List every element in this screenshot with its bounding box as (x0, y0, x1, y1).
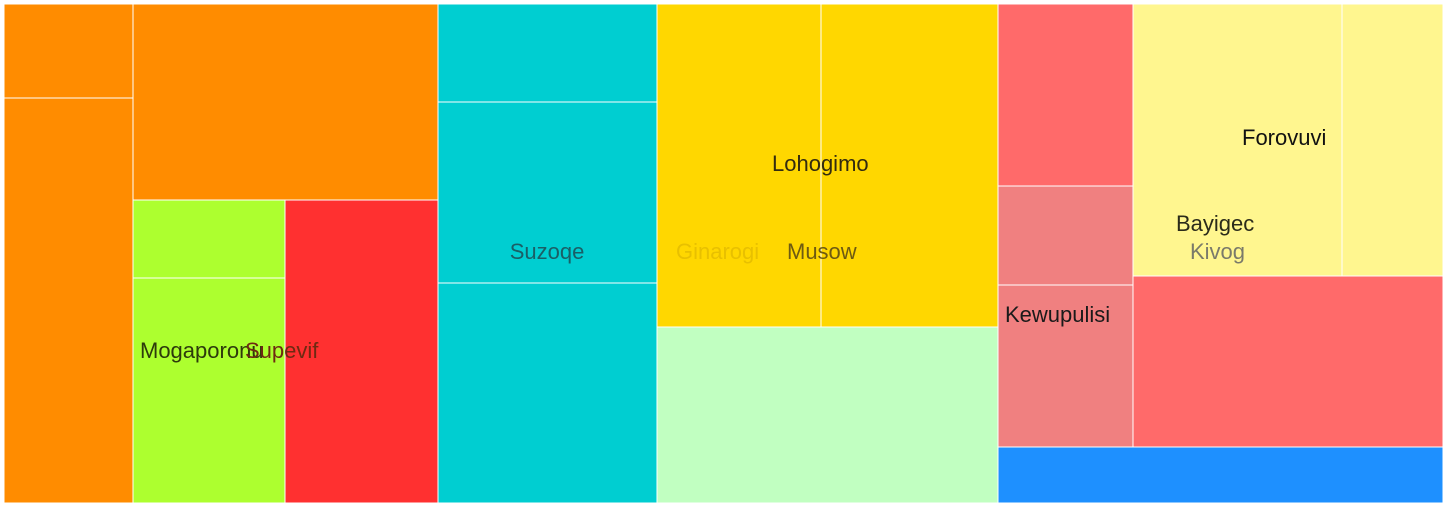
treemap-label-kivog: Kivog (1190, 239, 1245, 264)
treemap-label-lohogimo: Lohogimo (772, 151, 869, 176)
treemap-tile-orange-2 (132, 3, 439, 201)
treemap-label-musow: Musow (787, 239, 857, 264)
treemap-tile-orange-1 (3, 3, 134, 99)
treemap-tile-suzoqe-top (437, 3, 658, 103)
treemap-label-bayigec: Bayigec (1176, 211, 1254, 236)
treemap-tile-blue (997, 446, 1444, 504)
treemap-tile-supevif (284, 199, 439, 504)
treemap-tile-suzoqe (437, 282, 658, 504)
treemap-tile-kewupulisi-top (997, 185, 1134, 286)
treemap-label-ginarogi: Ginarogi (676, 239, 759, 264)
treemap-tile-lohogimo (656, 326, 999, 504)
treemap-label-suzoqe: Suzoqe (510, 239, 585, 264)
treemap-label-mogaporonu: Mogaporonu (140, 338, 264, 363)
treemap-tile-kewupulisi (997, 284, 1134, 448)
treemap-tile-suzoqe-mid (437, 101, 658, 284)
treemap-tile-ginarogi (656, 3, 822, 328)
treemap-tile-kivog (1132, 275, 1444, 448)
treemap-tile-forovuvi (1341, 3, 1444, 277)
treemap-tile-orange-3 (3, 97, 134, 504)
treemap-tile-mogaporonu (132, 277, 286, 504)
treemap-tile-bayigec (1132, 3, 1343, 277)
treemap-tile-red-1 (997, 3, 1134, 187)
treemap-tile-mogaporonu-top (132, 199, 286, 279)
treemap-label-supevif: Supevif (245, 338, 319, 363)
treemap-label-forovuvi: Forovuvi (1242, 125, 1326, 150)
treemap-label-kewupulisi: Kewupulisi (1005, 302, 1110, 327)
treemap-tiles (3, 3, 1444, 504)
